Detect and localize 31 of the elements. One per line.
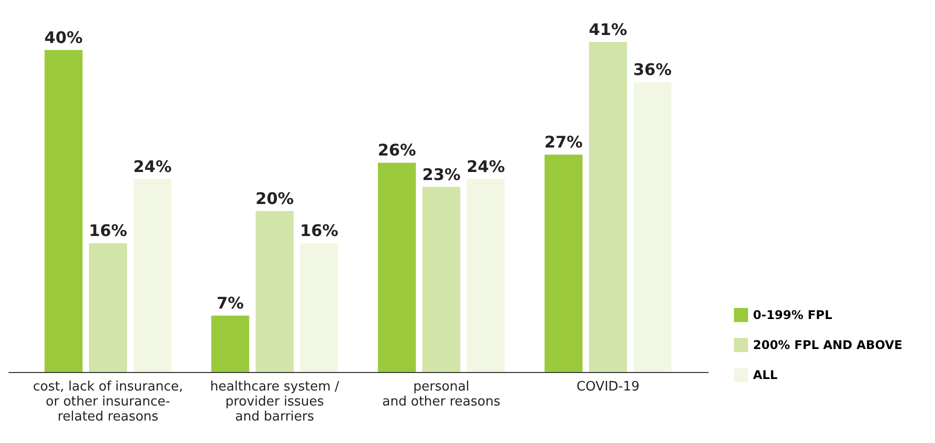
data-label: 16% <box>300 221 338 240</box>
x-tick-label: healthcare system / provider issues and barriers <box>210 380 340 424</box>
data-label: 20% <box>256 189 294 208</box>
bar <box>44 50 83 372</box>
x-tick-label: personal and other reasons <box>382 380 501 410</box>
bar <box>466 178 505 372</box>
data-label: 41% <box>588 20 628 39</box>
x-tick-label: cost, lack of insurance, or other insurance- related reasons <box>33 380 183 424</box>
bar <box>211 316 250 372</box>
bar <box>633 82 672 372</box>
legend-label: ALL <box>753 368 778 382</box>
bar <box>589 42 627 372</box>
data-label: 7% <box>216 294 244 313</box>
data-label: 36% <box>633 60 672 80</box>
data-label: 27% <box>544 132 583 152</box>
bar <box>544 154 583 372</box>
bar <box>422 186 460 372</box>
data-label: 24% <box>466 156 505 176</box>
x-tick-label: COVID-19 <box>576 380 640 394</box>
data-label: 24% <box>133 156 172 176</box>
data-label: 16% <box>88 221 128 240</box>
legend-label: 0-199% FPL <box>753 308 833 322</box>
data-label: 40% <box>44 28 83 48</box>
bar <box>256 211 294 372</box>
data-label: 23% <box>422 164 460 184</box>
bar <box>378 162 416 372</box>
bar <box>89 243 127 372</box>
data-label: 26% <box>378 140 416 160</box>
legend-label: 200% FPL AND ABOVE <box>753 338 902 352</box>
bar <box>300 243 338 372</box>
bar <box>133 178 172 372</box>
